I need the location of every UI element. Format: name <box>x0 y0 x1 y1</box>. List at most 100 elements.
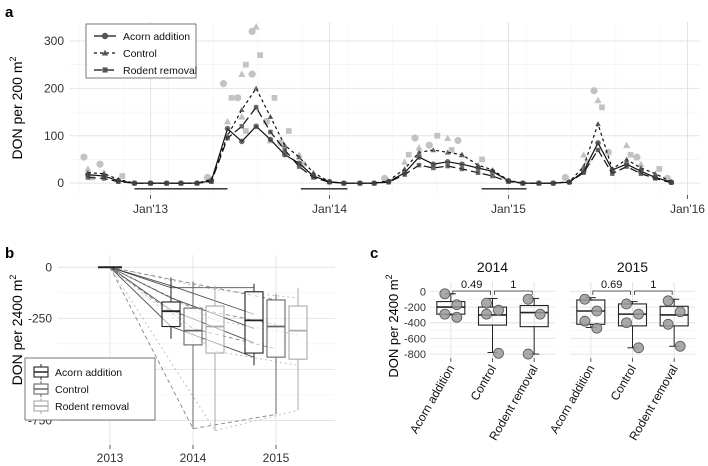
a-scatter-point <box>84 165 92 172</box>
a-legend-label: Acorn addition <box>123 31 190 43</box>
a-series-point <box>296 154 302 160</box>
a-series-point <box>475 162 481 168</box>
a-series-point <box>416 149 422 155</box>
panel-a-legend: Acorn addition Control Rodent removal <box>85 23 197 79</box>
a-series-point <box>430 161 437 167</box>
a-scatter-point <box>238 113 246 120</box>
a-series-point <box>459 161 465 167</box>
c-data-point <box>621 298 632 310</box>
a-series-point <box>281 142 288 148</box>
a-series-point <box>267 113 274 120</box>
c-facet-title: 2015 <box>617 259 648 275</box>
b-xtick-label: 2013 <box>97 451 124 465</box>
a-scatter-point <box>405 151 412 158</box>
a-series-point <box>253 123 259 130</box>
a-scatter-point <box>277 139 285 147</box>
a-scatter-point <box>448 147 455 153</box>
b-ytick-label: -250 <box>28 311 52 325</box>
c-comparison-bracket <box>452 290 491 295</box>
a-series-point <box>610 171 615 176</box>
a-scatter-point <box>590 87 598 95</box>
a-series-point <box>520 180 526 186</box>
c-ytick-label: -600 <box>404 333 426 345</box>
a-legend-marker <box>101 32 109 40</box>
a-series-point <box>459 166 465 172</box>
c-xtick-label: Control <box>468 363 499 404</box>
a-scatter-point <box>119 173 126 179</box>
a-series-point <box>282 147 288 153</box>
a-series-point <box>567 179 572 185</box>
a-legend-label: Rodent removal <box>123 65 197 77</box>
a-series-point <box>209 179 214 184</box>
a-scatter-point <box>444 134 452 142</box>
a-scatter-point <box>454 136 462 145</box>
a-scatter-point <box>411 134 419 142</box>
a-series-point <box>101 176 107 181</box>
a-scatter-point <box>633 153 641 161</box>
b-legend-label: Rodent removal <box>55 401 129 413</box>
b-box <box>244 291 264 354</box>
a-series-point <box>609 166 616 172</box>
c-data-point <box>534 308 546 320</box>
b-xtick-label: 2015 <box>263 451 290 465</box>
a-scatter-point <box>623 141 631 149</box>
a-series-point <box>296 164 302 169</box>
b-box <box>205 305 225 354</box>
b-plot-line <box>109 267 299 432</box>
a-series-point <box>580 163 587 169</box>
c-comparison-label: 0.49 <box>461 279 482 291</box>
panel-c-label: c <box>370 245 378 262</box>
a-scatter-point <box>285 128 292 134</box>
a-scatter-point <box>242 61 249 68</box>
a-scatter-point <box>434 132 441 139</box>
c-data-point <box>493 304 504 316</box>
a-scatter-point <box>252 23 260 30</box>
a-series-point <box>475 170 481 175</box>
c-ytick-label: 0 <box>420 286 426 298</box>
b-xtick-label: 2014 <box>180 451 207 465</box>
a-series-point <box>239 124 245 129</box>
a-series-point <box>401 166 408 172</box>
c-ytick-label: -400 <box>404 318 426 330</box>
c-comparison-bracket <box>494 290 533 295</box>
c-comparison-bracket <box>592 290 631 295</box>
c-data-point <box>481 308 492 320</box>
a-series-point <box>430 147 437 153</box>
c-data-point <box>579 315 591 327</box>
a-ytick-label: 0 <box>57 176 64 190</box>
b-ytick-label: 0 <box>45 260 52 274</box>
a-xtick-label: Jan'14 <box>312 202 347 216</box>
c-data-point <box>591 322 603 334</box>
a-legend-label: Control <box>123 48 157 60</box>
a-scatter-point <box>271 94 278 101</box>
c-data-point <box>439 308 451 320</box>
a-xtick-label: Jan'15 <box>491 202 526 216</box>
panel-c: 0 -200 -400 -600 -800 2014 Acorn addition Contr… <box>384 259 695 443</box>
c-data-point <box>591 305 603 317</box>
a-series-point <box>132 180 137 186</box>
c-data-point <box>439 288 451 300</box>
b-box <box>266 299 286 358</box>
panel-b-legend: Acorn addition Control Rodent removal <box>24 357 156 421</box>
a-scatter-point <box>262 117 271 126</box>
b-plot-line <box>109 266 299 299</box>
a-scatter-point <box>479 156 485 163</box>
a-scatter-point <box>80 153 88 161</box>
a-series-point <box>581 170 586 175</box>
c-data-point <box>522 293 534 305</box>
a-scatter-point <box>248 70 256 78</box>
a-series-point <box>623 156 630 162</box>
a-series-point <box>327 179 332 185</box>
a-series-point <box>253 85 259 91</box>
panel-a-ylabel: DON per 200 m2 <box>8 56 25 159</box>
c-data-point <box>579 293 591 305</box>
panel-a-label: a <box>5 4 14 21</box>
b-legend-label: Acorn addition <box>55 367 122 379</box>
a-series-point <box>652 170 659 176</box>
a-series-point <box>595 140 601 146</box>
a-scatter-point <box>604 148 612 156</box>
a-series-point <box>669 180 674 185</box>
panel-a: 0 100 200 300 Jan'13 Jan'14 Jan'15 Jan'16 DON … <box>8 20 705 216</box>
c-data-point <box>493 347 504 359</box>
